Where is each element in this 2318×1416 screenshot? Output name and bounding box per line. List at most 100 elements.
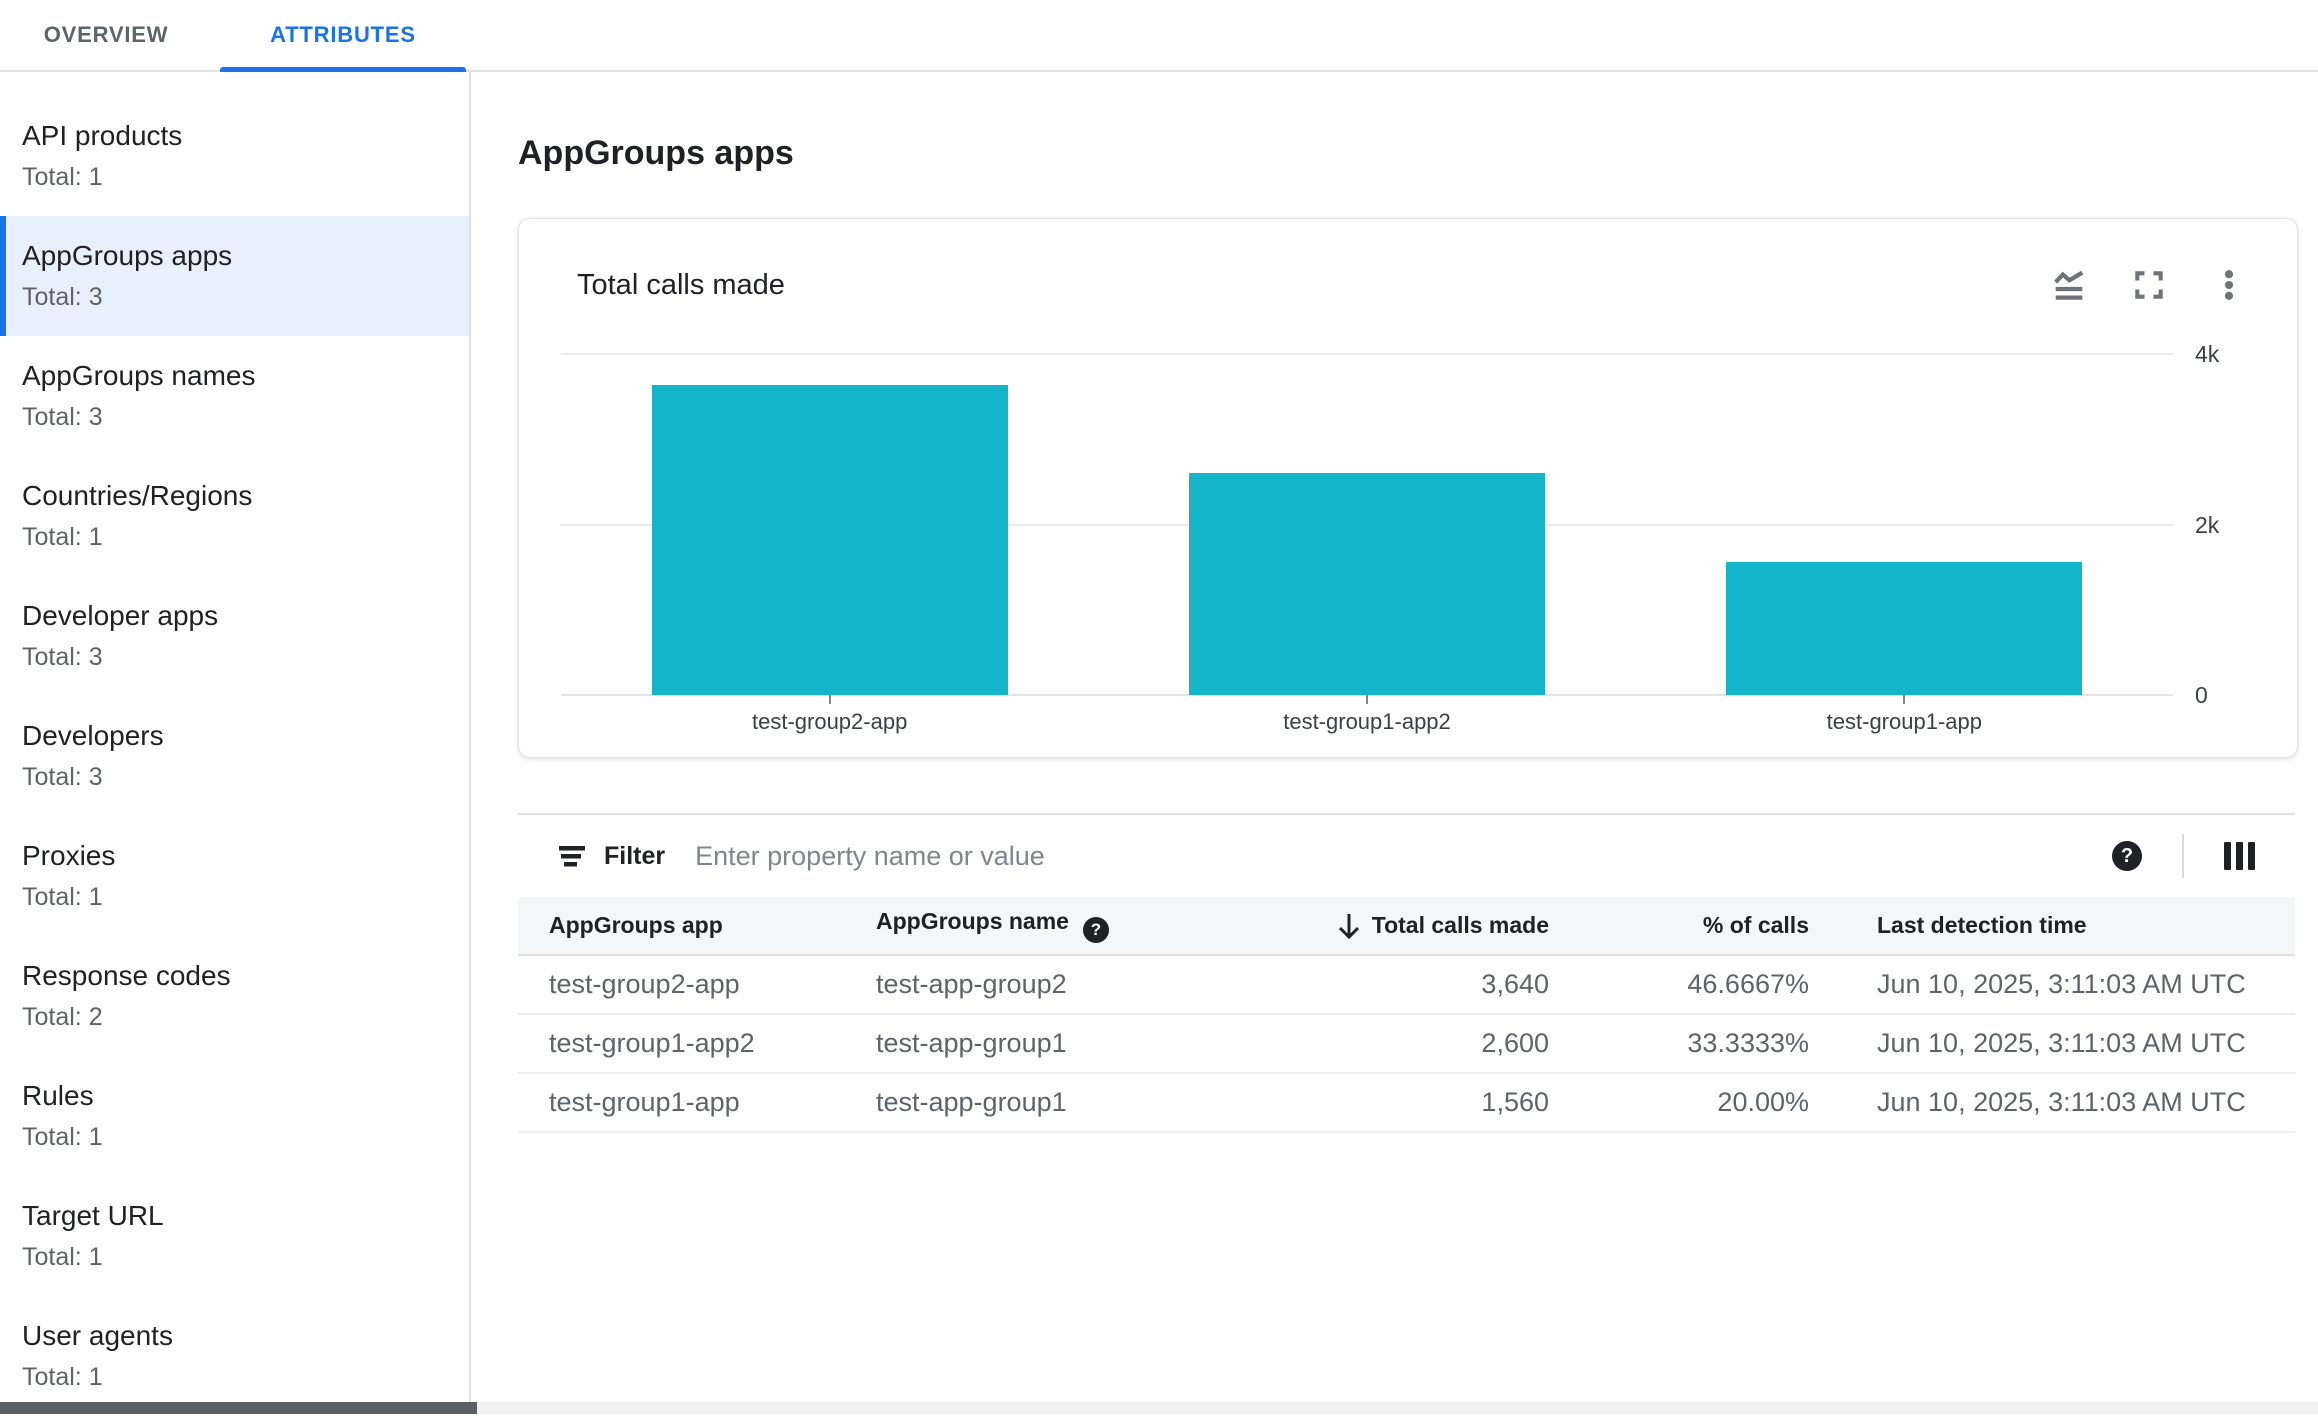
sidebar-item-label: Proxies: [22, 840, 116, 871]
table-row-test-group1-app: test-group1-app test-app-group1 1,560 20.00…: [518, 1073, 2295, 1133]
x-axis-category-label: test-group1-app: [1826, 709, 1982, 734]
toolbar-divider: [2182, 834, 2184, 878]
tab-overview[interactable]: OVERVIEW: [43, 22, 169, 47]
y-axis-tick-label: 4k: [2195, 341, 2220, 367]
page-title: AppGroups apps: [518, 134, 794, 172]
sidebar-item-total: Total: 1: [22, 1123, 103, 1151]
chart-title: Total calls made: [577, 269, 785, 301]
sidebar-item-label: Countries/Regions: [22, 480, 253, 511]
column-header-label: % of calls: [1702, 912, 1809, 938]
y-axis-tick-label: 0: [2195, 682, 2208, 708]
cell-appgroups-app: test-group2-app: [518, 955, 875, 1015]
sidebar-item-appgroups-names[interactable]: AppGroups names Total: 3: [0, 336, 469, 456]
x-axis-tick: [1903, 695, 1906, 704]
x-axis-tick: [828, 695, 831, 704]
sidebar-item-label: API products: [22, 120, 183, 151]
cell-of-calls: 20.00%: [1550, 1073, 1810, 1133]
sidebar-item-label: AppGroups names: [22, 360, 256, 391]
tab-attributes[interactable]: ATTRIBUTES: [270, 22, 416, 47]
help-icon[interactable]: ?: [2112, 841, 2142, 871]
sidebar-item-developer-apps[interactable]: Developer apps Total: 3: [0, 576, 469, 696]
cell-last-detection-time: Jun 10, 2025, 3:11:03 AM UTC: [1810, 1073, 2295, 1133]
filter-input[interactable]: [693, 839, 2112, 873]
table-section: Filter ? AppGroups app AppGroups name? Tot…: [518, 813, 2295, 1133]
sidebar-item-proxies[interactable]: Proxies Total: 1: [0, 816, 469, 936]
column-header-label: AppGroups name: [876, 908, 1069, 934]
table-row-test-group2-app: test-group2-app test-app-group2 3,640 46.66…: [518, 955, 2295, 1015]
column-header-label: Last detection time: [1877, 912, 2087, 938]
x-axis-category-label: test-group1-app2: [1283, 709, 1451, 734]
sidebar-item-total: Total: 2: [22, 1003, 103, 1031]
sidebar-item-appgroups-apps[interactable]: AppGroups apps Total: 3: [0, 216, 469, 336]
sidebar-item-response-codes[interactable]: Response codes Total: 2: [0, 936, 469, 1056]
column-header-total-calls-made[interactable]: Total calls made: [1280, 897, 1550, 956]
sidebar-item-total: Total: 1: [22, 1243, 103, 1271]
sidebar-item-total: Total: 3: [22, 643, 103, 671]
cell-of-calls: 46.6667%: [1550, 955, 1810, 1015]
sidebar-item-label: Target URL: [22, 1200, 164, 1231]
chart-toolbar: [2049, 265, 2249, 305]
sort-desc-icon: [1338, 913, 1359, 939]
sidebar-item-total: Total: 3: [22, 283, 103, 311]
cell-total-calls-made: 2,600: [1280, 1014, 1550, 1074]
sidebar-item-label: Rules: [22, 1080, 94, 1111]
sidebar-item-rules[interactable]: Rules Total: 1: [0, 1056, 469, 1176]
cell-appgroups-app: test-group1-app2: [518, 1014, 875, 1074]
sidebar-item-label: Developers: [22, 720, 164, 751]
column-header-label: AppGroups app: [549, 912, 723, 938]
fullscreen-icon[interactable]: [2129, 265, 2169, 305]
bar-test-group2-app[interactable]: [651, 384, 1008, 695]
cell-of-calls: 33.3333%: [1550, 1014, 1810, 1074]
bar-test-group1-app2[interactable]: [1189, 473, 1545, 695]
tab-bar: OVERVIEW ATTRIBUTES: [0, 0, 2318, 72]
sidebar-item-label: User agents: [22, 1320, 173, 1351]
cell-appgroups-name: test-app-group1: [875, 1073, 1280, 1133]
bar-test-group1-app[interactable]: [1726, 562, 2083, 695]
column-header-last-detection-time[interactable]: Last detection time: [1810, 897, 2295, 956]
cell-appgroups-name: test-app-group2: [875, 955, 1280, 1015]
horizontal-scrollbar-thumb[interactable]: [0, 1402, 477, 1414]
column-header-appgroups-name[interactable]: AppGroups name?: [875, 897, 1280, 956]
horizontal-scrollbar[interactable]: [0, 1402, 2318, 1414]
sidebar-item-total: Total: 1: [22, 523, 103, 551]
gridline: [561, 353, 2173, 355]
sidebar-item-countries-regions[interactable]: Countries/Regions Total: 1: [0, 456, 469, 576]
column-header-appgroups-app[interactable]: AppGroups app: [518, 897, 875, 956]
sidebar-item-user-agents[interactable]: User agents Total: 1: [0, 1296, 469, 1416]
table-header-row: AppGroups app AppGroups name? Total calls …: [518, 897, 2295, 956]
cell-last-detection-time: Jun 10, 2025, 3:11:03 AM UTC: [1810, 1014, 2295, 1074]
chart-card: Total calls made 4k 2k 0 test-group2-app tes…: [518, 218, 2298, 758]
attributes-sidebar: API products Total: 1 AppGroups apps Total:…: [0, 72, 471, 1414]
sidebar-item-api-products[interactable]: API products Total: 1: [0, 96, 469, 216]
sidebar-item-total: Total: 1: [22, 1363, 103, 1391]
sidebar-item-total: Total: 3: [22, 403, 103, 431]
sidebar-item-total: Total: 1: [22, 163, 103, 191]
cell-appgroups-app: test-group1-app: [518, 1073, 875, 1133]
attributes-table: AppGroups app AppGroups name? Total calls …: [518, 897, 2295, 1133]
x-axis-category-label: test-group2-app: [751, 709, 908, 734]
cell-last-detection-time: Jun 10, 2025, 3:11:03 AM UTC: [1810, 955, 2295, 1015]
table-row-test-group1-app2: test-group1-app2 test-app-group1 2,600 33.3…: [518, 1014, 2295, 1074]
sidebar-item-label: Response codes: [22, 960, 231, 991]
view-columns-icon[interactable]: [2224, 842, 2255, 870]
active-tab-underline: [220, 67, 466, 72]
chart-type-icon[interactable]: [2049, 265, 2089, 305]
bar-chart: 4k 2k 0 test-group2-app test-group1-app2 test…: [561, 341, 2219, 734]
cell-total-calls-made: 3,640: [1280, 955, 1550, 1015]
column-header-label: Total calls made: [1371, 911, 1549, 938]
more-options-icon[interactable]: [2209, 265, 2249, 305]
cell-total-calls-made: 1,560: [1280, 1073, 1550, 1133]
sidebar-item-target-url[interactable]: Target URL Total: 1: [0, 1176, 469, 1296]
sidebar-item-label: AppGroups apps: [22, 240, 233, 271]
y-axis-tick-label: 2k: [2195, 511, 2220, 538]
filter-label: Filter: [604, 841, 666, 870]
sidebar-item-total: Total: 3: [22, 763, 103, 791]
cell-appgroups-name: test-app-group1: [875, 1014, 1280, 1074]
filter-icon: [558, 844, 586, 868]
sidebar-item-total: Total: 1: [22, 883, 103, 911]
filter-row: Filter ?: [518, 815, 2295, 897]
x-axis-tick: [1366, 695, 1368, 704]
help-icon[interactable]: ?: [1082, 917, 1109, 943]
sidebar-item-developers[interactable]: Developers Total: 3: [0, 696, 469, 816]
column-header-of-calls[interactable]: % of calls: [1550, 897, 1810, 956]
